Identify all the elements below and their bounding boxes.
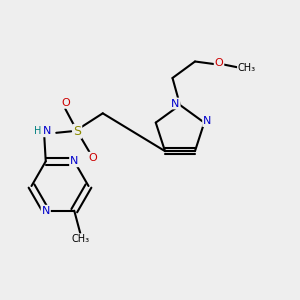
Text: N: N [42, 206, 50, 216]
Text: H: H [34, 126, 41, 136]
Text: S: S [73, 125, 81, 138]
Text: N: N [70, 156, 78, 166]
Text: N: N [43, 126, 51, 136]
Text: O: O [61, 98, 70, 108]
Text: O: O [88, 153, 97, 163]
Text: N: N [203, 116, 212, 126]
Text: CH₃: CH₃ [71, 234, 89, 244]
Text: O: O [214, 58, 224, 68]
Text: N: N [171, 98, 180, 109]
Text: CH₃: CH₃ [238, 62, 256, 73]
